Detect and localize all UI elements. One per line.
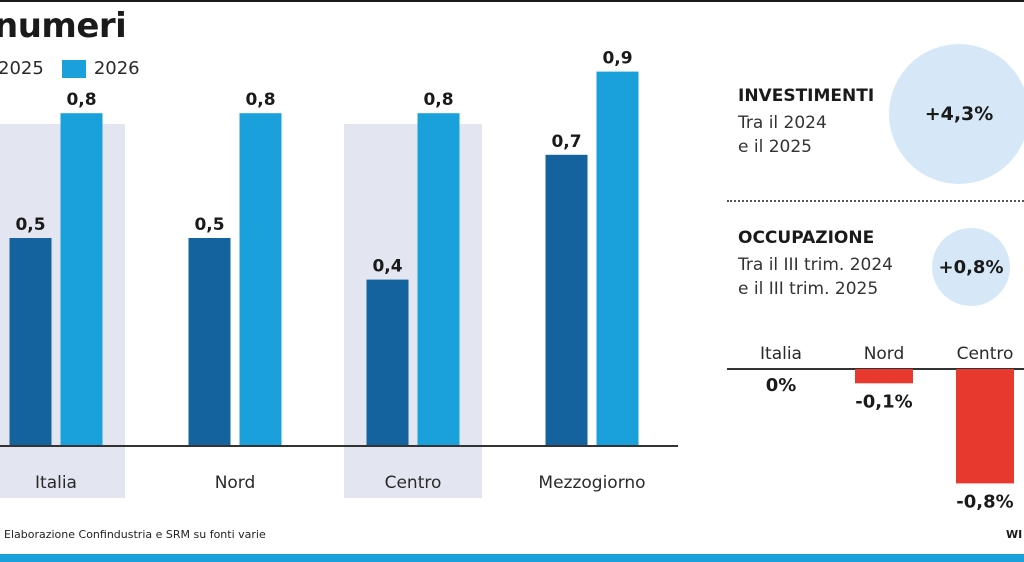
legend: 2025 2026 — [0, 58, 140, 79]
investimenti-line2: e il 2025 — [738, 137, 812, 157]
bottom-bar — [0, 554, 1024, 562]
investimenti-value: +4,3% — [924, 103, 994, 125]
investimenti-line1: Tra il 2024 — [738, 113, 827, 133]
occupazione-value: +0,8% — [938, 256, 1004, 278]
publisher-logo: WI — [1006, 528, 1023, 541]
investimenti-circle: +4,3% — [889, 44, 1024, 184]
data-label-2026-nord: 0,8 — [245, 90, 275, 110]
bar-2026-nord — [239, 113, 282, 446]
occupazione-category-italia: Italia — [760, 344, 802, 364]
occupazione-label: OCCUPAZIONE — [738, 228, 875, 248]
investimenti-desc: Tra il 2024 e il 2025 — [738, 111, 827, 159]
main-bar-chart: 0,5 0,8 Italia 0,5 0,8 Nord 0,4 0,8 Centro 0,7 0,9… — [0, 49, 678, 498]
legend-label-2025: 2025 — [0, 58, 44, 79]
bar-2026-mezzogiorno — [596, 71, 639, 446]
occupazione-value-italia: 0% — [766, 375, 797, 396]
occupazione-line2: e il III trim. 2025 — [738, 279, 879, 299]
data-label-2025-italia: 0,5 — [15, 215, 45, 235]
x-tick-label-mezzogiorno: Mezzogiorno — [538, 473, 645, 493]
occupazione-line1: Tra il III trim. 2024 — [738, 255, 894, 275]
data-label-2025-nord: 0,5 — [194, 215, 224, 235]
bar-2026-italia — [60, 113, 103, 446]
occupazione-value-centro: -0,8% — [956, 491, 1013, 512]
x-tick-label-nord: Nord — [215, 473, 256, 493]
occupazione-circle: +0,8% — [932, 228, 1010, 306]
occupazione-bar-nord — [855, 369, 913, 384]
x-tick-label-italia: Italia — [35, 473, 77, 493]
bar-2026-centro — [417, 113, 460, 446]
x-tick-label-centro: Centro — [385, 473, 442, 493]
occupazione-bar-centro — [956, 369, 1014, 484]
bar-2025-mezzogiorno — [545, 154, 588, 447]
chart-title: numeri — [0, 6, 127, 46]
top-rule — [0, 0, 1024, 2]
bar-2025-italia — [9, 238, 52, 446]
data-label-2025-centro: 0,4 — [372, 257, 402, 277]
legend-swatch-2026 — [61, 59, 86, 78]
occupazione-desc: Tra il III trim. 2024 e il III trim. 202… — [738, 253, 893, 301]
bar-2025-centro — [366, 279, 409, 446]
data-label-2026-mezzogiorno: 0,9 — [602, 49, 632, 69]
occupazione-category-centro: Centro — [957, 344, 1014, 364]
data-label-2026-italia: 0,8 — [66, 90, 96, 110]
bar-2025-nord — [188, 238, 231, 446]
legend-label-2026: 2026 — [93, 58, 140, 79]
occupazione-bar-chart: Italia 0% Nord -0,1% Centro -0,8% — [727, 344, 1024, 512]
dotted-separator — [727, 200, 1024, 202]
data-label-2026-centro: 0,8 — [423, 90, 453, 110]
occupazione-value-nord: -0,1% — [855, 391, 912, 412]
occupazione-category-nord: Nord — [864, 344, 905, 364]
investimenti-label: INVESTIMENTI — [738, 86, 875, 106]
source-note: Elaborazione Confindustria e SRM su font… — [4, 528, 266, 541]
data-label-2025-mezzogiorno: 0,7 — [551, 132, 581, 152]
